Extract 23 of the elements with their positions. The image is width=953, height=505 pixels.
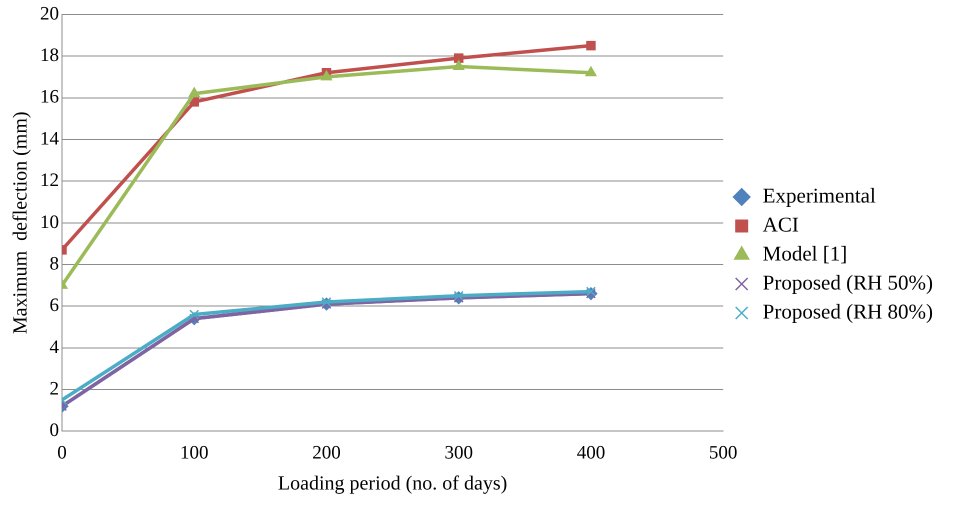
x-tick-label: 200 [312,442,341,464]
y-tick-label: 18 [40,45,59,66]
y-axis-title: Maximum deflection (mm) [9,111,32,334]
x-axis-title: Loading period (no. of days) [278,472,508,494]
y-tick-label: 2 [50,378,59,400]
y-tick-label: 0 [50,420,59,442]
y-tick-label: 8 [50,253,59,274]
legend-label: Proposed (RH 50%) [762,270,934,295]
x-tick-label: 500 [708,442,738,464]
y-tick-label: 4 [50,336,60,358]
y-tick-label: 14 [40,128,60,150]
y-tick-label: 16 [40,86,59,108]
legend-label: ACI [762,212,799,237]
legend-label: Proposed (RH 80%) [762,300,934,324]
y-tick-label: 12 [40,170,59,192]
y-tick-label: 10 [40,212,59,233]
x-tick-label: 400 [576,442,606,464]
y-tick-label: 20 [40,3,59,24]
y-tick-label: 6 [50,295,59,316]
x-tick-label: 300 [444,442,473,464]
legend-label: Model [1] [762,242,848,266]
x-tick-label: 100 [180,442,208,464]
legend-label: Experimental [762,184,876,208]
